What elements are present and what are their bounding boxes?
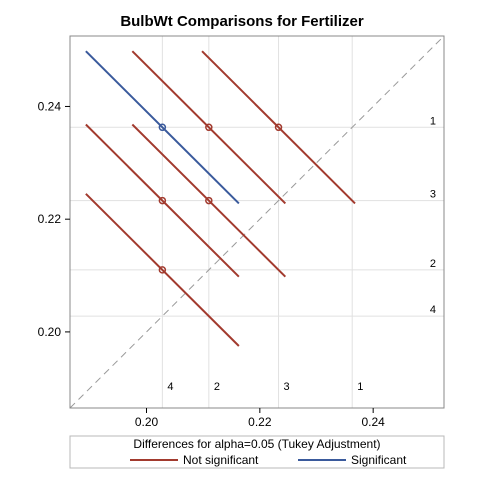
- comparison-line: [131, 123, 287, 278]
- comparison-point: [205, 196, 213, 205]
- level-label-right: 1: [430, 115, 436, 127]
- legend-title: Differences for alpha=0.05 (Tukey Adjust…: [133, 437, 380, 451]
- x-axis-tick-label: 0.20: [135, 415, 159, 429]
- comparison-point: [158, 266, 167, 274]
- plot-area: 1 3 2 4 1 3 2 4 0.20 0.22 0.24 0.20 0.22 0.24: [38, 35, 445, 429]
- legend-frame: [69, 435, 445, 469]
- level-label-bottom: 4: [167, 381, 173, 393]
- comparison-line: [85, 193, 240, 347]
- level-label-right: 2: [430, 258, 436, 270]
- legend: Differences for alpha=0.05 (Tukey Adjust…: [69, 435, 445, 469]
- comparison-line: [85, 123, 240, 278]
- comparison-line: [201, 50, 356, 205]
- comparison-point: [205, 123, 213, 132]
- plot-frame: [69, 35, 445, 409]
- legend-entry-label: Not significant: [183, 453, 259, 467]
- diagonal-reference-line: [69, 35, 445, 409]
- comparison-line: [131, 50, 287, 205]
- comparison-point: [158, 123, 167, 132]
- level-label-right: 4: [430, 304, 436, 316]
- comparison-point: [274, 123, 283, 132]
- y-axis-tick-label: 0.24: [38, 99, 62, 113]
- comparison-line: [85, 50, 240, 205]
- level-label-bottom: 3: [284, 381, 290, 393]
- level-label-bottom: 2: [214, 381, 220, 393]
- x-axis-tick-label: 0.24: [361, 415, 385, 429]
- level-label-right: 3: [430, 189, 436, 201]
- chart-title: BulbWt Comparisons for Fertilizer: [120, 13, 364, 30]
- y-axis-tick-label: 0.22: [38, 212, 62, 226]
- y-axis-tick-label: 0.20: [38, 325, 62, 339]
- comparison-point: [158, 196, 167, 205]
- level-label-bottom: 1: [357, 381, 363, 393]
- legend-entry-label: Significant: [351, 453, 407, 467]
- x-axis-tick-label: 0.22: [248, 415, 272, 429]
